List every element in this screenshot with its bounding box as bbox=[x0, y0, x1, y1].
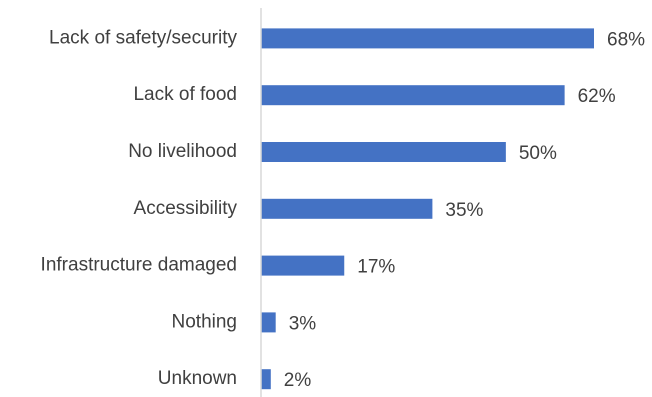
data-label: 17% bbox=[357, 257, 395, 278]
data-label: 50% bbox=[519, 143, 557, 164]
data-label: 2% bbox=[284, 370, 312, 391]
bar bbox=[261, 28, 594, 49]
bar bbox=[261, 142, 506, 162]
bar bbox=[261, 369, 271, 390]
data-label: 35% bbox=[445, 200, 483, 221]
bars-layer: Lack of safety/security 68% Lack of food 62… bbox=[41, 27, 646, 391]
category-label: Lack of food bbox=[133, 84, 237, 105]
bar bbox=[261, 255, 345, 276]
bar bbox=[261, 312, 276, 333]
category-label: No livelihood bbox=[128, 141, 237, 162]
data-label: 3% bbox=[289, 313, 317, 334]
category-label: Infrastructure damaged bbox=[41, 255, 237, 276]
category-label: Accessibility bbox=[134, 198, 238, 219]
category-label: Unknown bbox=[158, 368, 237, 389]
data-label: 62% bbox=[578, 86, 616, 107]
category-label: Lack of safety/security bbox=[49, 27, 237, 48]
category-label: Nothing bbox=[172, 311, 238, 332]
data-label: 68% bbox=[607, 29, 645, 50]
bar bbox=[261, 198, 433, 219]
bar bbox=[261, 85, 565, 106]
